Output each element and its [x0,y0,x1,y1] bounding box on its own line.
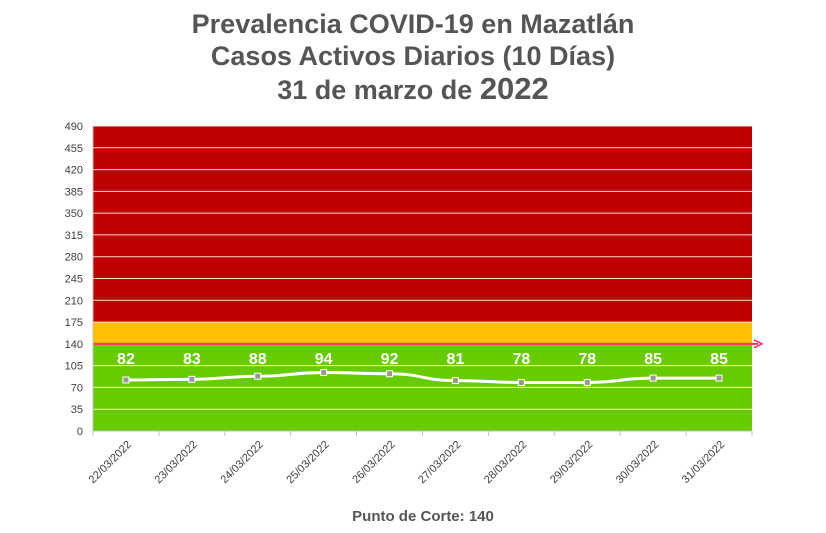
chart-title: Prevalencia COVID-19 en Mazatlán Casos A… [0,8,826,107]
data-label: 81 [447,351,465,368]
y-tick-label: 385 [65,186,83,198]
data-point [386,370,394,378]
y-tick-label: 315 [65,230,83,242]
series-line [125,370,720,384]
y-tick-label: 70 [71,382,83,394]
y-tick-label: 105 [65,361,83,373]
data-point [583,378,591,386]
y-tick-label: 280 [65,252,83,264]
data-point [451,377,459,385]
cutoff-arrow [753,339,764,349]
x-tick-label: 26/03/2022 [350,439,397,486]
data-point [649,374,657,382]
data-label: 82 [117,351,135,368]
title-line-3: 31 de marzo de 2022 [0,72,826,107]
y-tick-label: 455 [65,143,83,155]
y-tick-label: 175 [65,317,83,329]
title-line-2: Casos Activos Diarios (10 Días) [210,41,616,71]
title-year: 2022 [479,71,549,106]
x-tick-label: 25/03/2022 [284,439,331,486]
data-point [715,374,723,382]
data-label: 92 [381,351,399,368]
data-label: 85 [710,351,728,368]
x-tick-label: 22/03/2022 [87,439,134,486]
data-label: 94 [315,351,333,368]
data-point [254,372,262,380]
y-tick-label: 350 [65,208,83,220]
y-tick-label: 245 [65,274,83,286]
y-tick-label: 35 [71,404,83,416]
y-tick-label: 210 [65,295,83,307]
band-2 [93,126,752,323]
data-label: 78 [578,351,596,368]
data-label: 88 [249,351,267,368]
data-point [320,368,328,376]
x-tick-label: 28/03/2022 [482,439,529,486]
data-point [122,376,130,384]
y-tick-label: 140 [65,339,83,351]
band-1 [93,322,752,344]
title-line-1: Prevalencia COVID-19 en Mazatlán [191,9,635,39]
data-label: 78 [512,351,530,368]
x-tick-label: 31/03/2022 [680,439,727,486]
data-label: 83 [183,351,201,368]
y-tick-label: 420 [65,165,83,177]
y-tick-label: 0 [77,426,83,438]
x-tick-label: 24/03/2022 [218,439,265,486]
cutoff-footer: Punto de Corte: 140 [352,508,494,525]
x-tick-label: 27/03/2022 [416,439,463,486]
data-point [517,378,525,386]
title-date: 31 de marzo de [277,75,473,105]
x-tick-label: 29/03/2022 [548,439,595,486]
data-label: 85 [644,351,662,368]
data-point [188,375,196,383]
y-tick-label: 490 [65,121,83,133]
x-tick-label: 23/03/2022 [153,439,200,486]
x-tick-label: 30/03/2022 [614,439,661,486]
